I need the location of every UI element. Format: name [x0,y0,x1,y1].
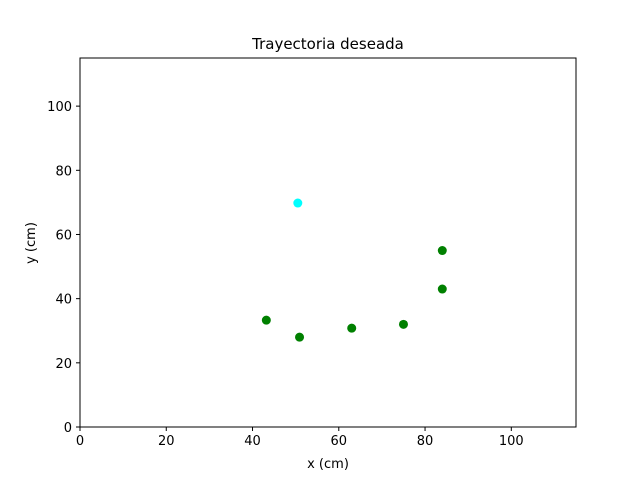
y-tick-label: 80 [55,164,72,179]
y-axis: 0 20 40 60 80 100 [47,100,80,436]
x-tick-label: 100 [499,434,524,449]
data-points [261,198,447,342]
data-point [437,246,447,256]
y-tick-label: 0 [64,421,72,436]
y-tick-label: 100 [47,100,72,115]
plot-area [79,57,577,428]
x-tick-label: 80 [417,434,434,449]
x-tick-label: 0 [76,434,84,449]
y-tick-label: 20 [55,357,72,372]
plot-frame [79,57,577,428]
chart-title: Trayectoria deseada [251,35,404,53]
y-tick-label: 40 [55,293,72,308]
x-tick-label: 20 [158,434,175,449]
data-point [295,332,305,342]
data-point [293,198,303,208]
x-axis: 0 20 40 60 80 100 [76,427,524,449]
data-point [347,323,357,333]
y-axis-label: y (cm) [24,222,39,264]
data-point [437,284,447,294]
y-tick-label: 60 [55,228,72,243]
data-point [398,319,408,329]
data-point [261,315,271,325]
x-tick-label: 60 [331,434,348,449]
x-tick-label: 40 [244,434,261,449]
x-axis-label: x (cm) [307,457,349,472]
